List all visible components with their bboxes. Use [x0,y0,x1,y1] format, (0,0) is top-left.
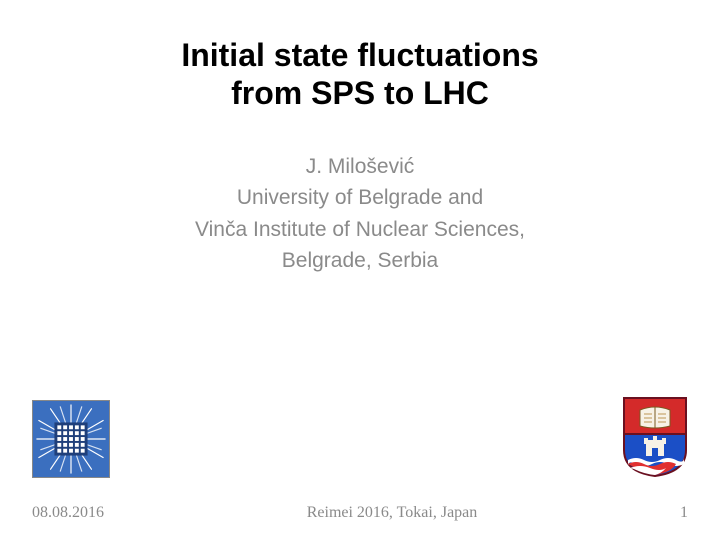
logos-row [32,396,688,478]
title-line-2: from SPS to LHC [0,74,720,112]
university-shield-icon [622,396,688,478]
institute-logo-left-icon [32,400,110,478]
footer-venue: Reimei 2016, Tokai, Japan [104,504,680,522]
author-block: J. Milošević University of Belgrade and … [0,151,720,277]
affiliation-3: Belgrade, Serbia [0,245,720,277]
footer-date: 08.08.2016 [32,504,104,522]
affiliation-1: University of Belgrade and [0,182,720,214]
title-line-1: Initial state fluctuations [0,36,720,74]
footer-page-number: 1 [680,504,688,522]
slide-title: Initial state fluctuations from SPS to L… [0,0,720,113]
author-name: J. Milošević [0,151,720,183]
affiliation-2: Vinča Institute of Nuclear Sciences, [0,214,720,246]
slide-footer: 08.08.2016 Reimei 2016, Tokai, Japan 1 [32,504,688,522]
